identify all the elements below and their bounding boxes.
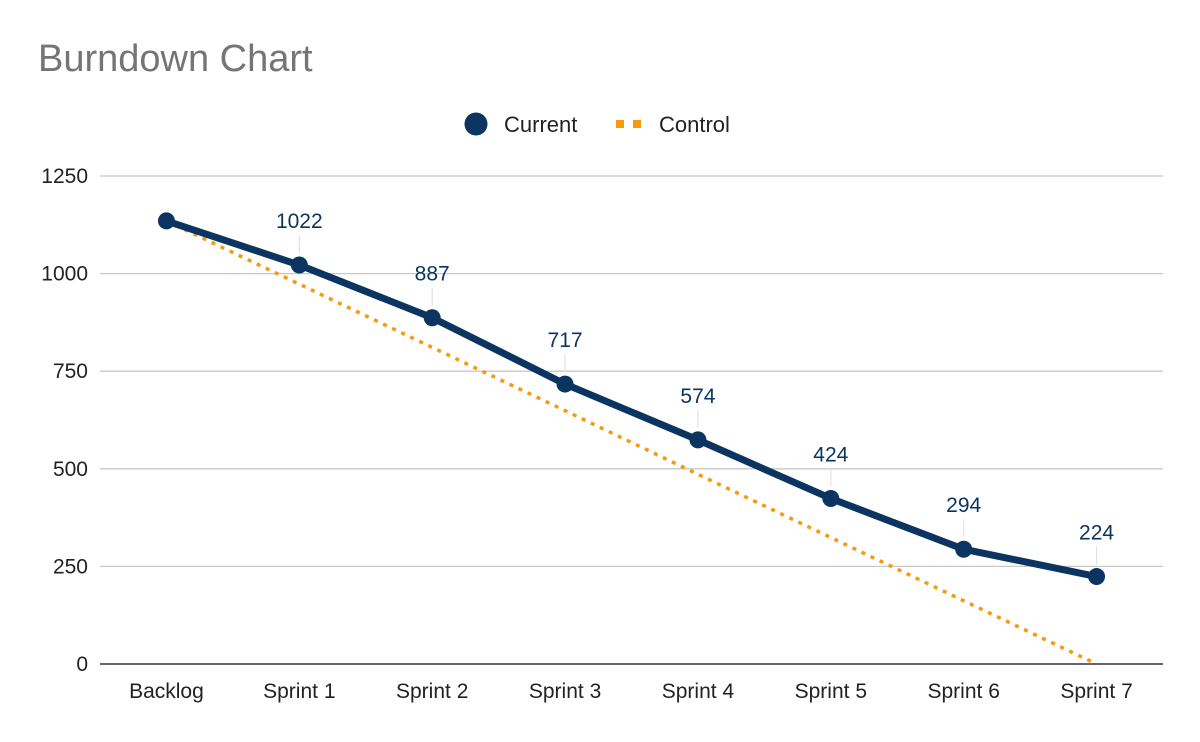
y-tick-label: 750 <box>53 360 88 383</box>
y-axis: 0 250 500 750 1000 1250 <box>41 165 88 676</box>
current-point <box>689 431 707 449</box>
data-label: 424 <box>813 443 848 466</box>
current-point <box>822 489 840 507</box>
x-tick-label: Sprint 6 <box>928 680 1000 703</box>
chart-title: Burndown Chart <box>38 38 313 80</box>
current-point <box>556 375 574 393</box>
legend-control-marker <box>616 120 624 128</box>
series-layer: 1022 887 717 574 424 294 224 <box>157 210 1114 666</box>
data-label: 717 <box>548 329 583 352</box>
current-point <box>423 309 441 327</box>
current-point <box>1088 568 1106 586</box>
y-tick-label: 500 <box>53 458 88 481</box>
x-tick-label: Sprint 4 <box>662 680 735 703</box>
current-series-line <box>162 217 1101 581</box>
legend-current-label: Current <box>504 112 577 137</box>
data-label: 1022 <box>276 210 323 233</box>
control-series-line <box>165 219 1098 666</box>
x-tick-label: Sprint 7 <box>1060 680 1132 703</box>
legend-current-marker <box>464 112 488 136</box>
y-tick-label: 1250 <box>41 165 88 188</box>
x-tick-label: Sprint 3 <box>529 680 601 703</box>
legend: Current Control <box>464 112 730 137</box>
x-tick-label: Sprint 2 <box>396 680 468 703</box>
current-point <box>157 212 175 230</box>
data-label: 224 <box>1079 522 1114 545</box>
data-label: 887 <box>415 263 450 286</box>
grid-lines <box>100 175 1163 568</box>
data-label: 294 <box>946 494 981 517</box>
data-label: 574 <box>680 385 715 408</box>
x-axis: Backlog Sprint 1 Sprint 2 Sprint 3 Sprint 4 S… <box>100 663 1163 703</box>
legend-control-marker <box>633 120 641 128</box>
x-tick-label: Sprint 1 <box>263 680 335 703</box>
current-point <box>955 540 973 558</box>
x-tick-label: Backlog <box>129 680 204 703</box>
y-tick-label: 1000 <box>41 263 88 286</box>
x-tick-label: Sprint 5 <box>795 680 867 703</box>
y-tick-label: 0 <box>76 653 88 676</box>
y-tick-label: 250 <box>53 555 88 578</box>
legend-control-label: Control <box>659 112 730 137</box>
current-point <box>290 256 308 274</box>
